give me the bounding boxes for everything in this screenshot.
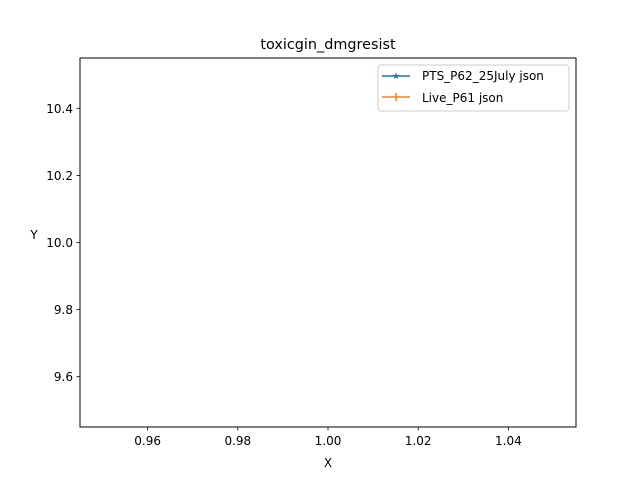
star-marker-icon: [392, 72, 400, 79]
x-tick-label: 1.00: [315, 434, 342, 448]
legend-entry-1: PTS_P62_25July json: [382, 69, 544, 83]
x-tick-label: 1.04: [495, 434, 522, 448]
y-axis-label: Y: [29, 228, 38, 242]
plot-area: [79, 57, 577, 428]
legend-label-2: Live_P61 json: [422, 91, 503, 105]
legend-label-1: PTS_P62_25July json: [422, 69, 544, 83]
y-tick-label: 10.0: [46, 236, 73, 250]
y-tick-label: 10.4: [46, 102, 73, 116]
y-tick-label: 9.6: [54, 370, 73, 384]
y-tick-label: 10.2: [46, 169, 73, 183]
legend-entry-2: Live_P61 json: [382, 91, 503, 105]
legend: PTS_P62_25July json Live_P61 json: [377, 64, 570, 112]
x-axis: 0.96 0.98 1.00 1.02 1.04: [134, 427, 522, 448]
x-tick-label: 0.96: [134, 434, 161, 448]
x-tick-label: 1.02: [405, 434, 432, 448]
x-tick-label: 0.98: [224, 434, 251, 448]
y-axis: 9.6 9.8 10.0 10.2 10.4: [46, 102, 80, 384]
legend-box: [377, 64, 570, 112]
x-axis-label: X: [324, 456, 332, 470]
chart-title: toxicgin_dmgresist: [260, 37, 396, 53]
y-tick-label: 9.8: [54, 303, 73, 317]
